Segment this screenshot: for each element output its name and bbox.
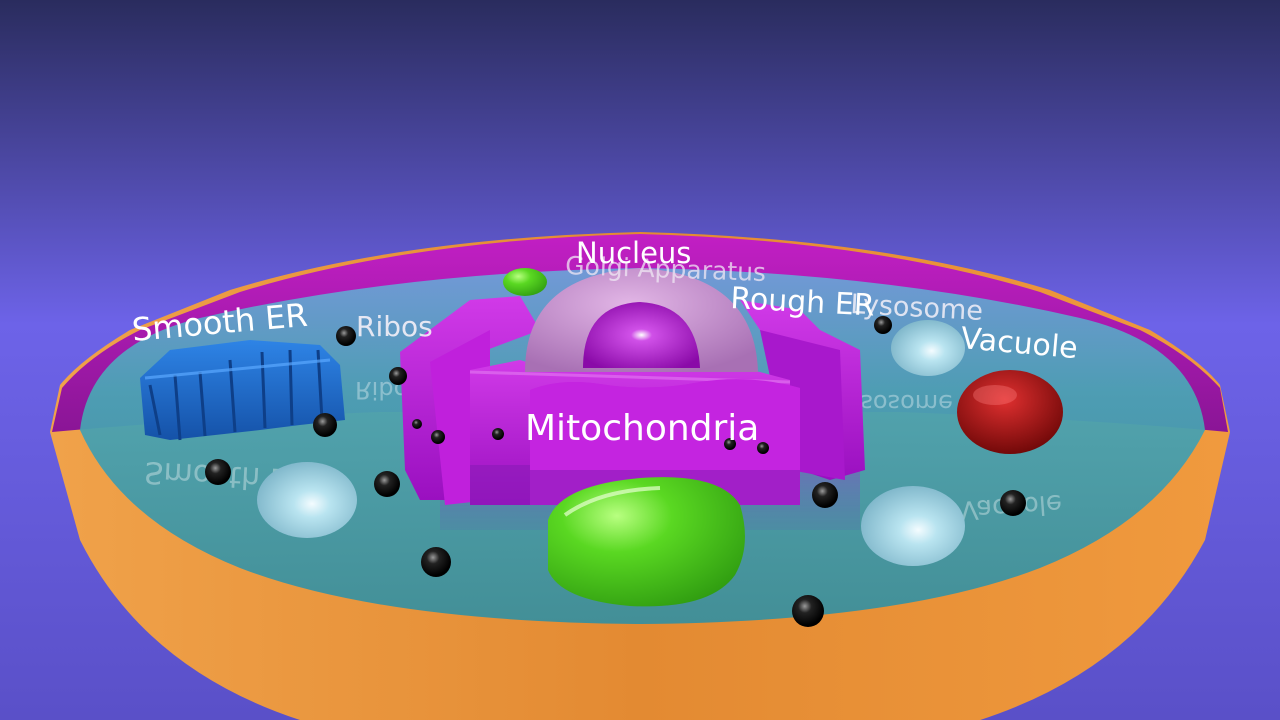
label-lysosome: Lysosome: [850, 289, 984, 327]
golgi-apparatus: [503, 268, 547, 296]
ribosome: [389, 367, 407, 385]
lysosome-back: [891, 320, 965, 376]
label-nucleus: Nucleus: [576, 236, 691, 270]
ribosomes: [205, 316, 1026, 627]
ribosome: [313, 413, 337, 437]
ribosome: [812, 482, 838, 508]
ribosome: [792, 595, 824, 627]
mitochondrion: [548, 477, 745, 607]
ribosome: [412, 419, 422, 429]
label-mitochondria: Mitochondria: [525, 408, 759, 449]
vacuole: [957, 370, 1063, 454]
ribosome: [374, 471, 400, 497]
ribosome: [492, 428, 504, 440]
ribosome: [874, 316, 892, 334]
smooth-er: [140, 340, 345, 441]
label-rough-er: Rough ER: [730, 281, 876, 324]
label-ribosomes: Ribos: [356, 310, 433, 343]
labels: Golgi Apparatus Nucleus Smooth ER Ribos …: [130, 236, 1079, 449]
ribosome: [724, 438, 736, 450]
nucleus: [525, 268, 758, 372]
ribosome: [421, 547, 451, 577]
ribosome: [757, 442, 769, 454]
ribosome: [205, 459, 231, 485]
ribosome: [336, 326, 356, 346]
ribosome: [431, 430, 445, 444]
label-golgi: Golgi Apparatus: [565, 251, 767, 287]
ribosome: [1000, 490, 1026, 516]
lysosome-right: [861, 486, 965, 566]
lysosome-left: [257, 462, 357, 538]
